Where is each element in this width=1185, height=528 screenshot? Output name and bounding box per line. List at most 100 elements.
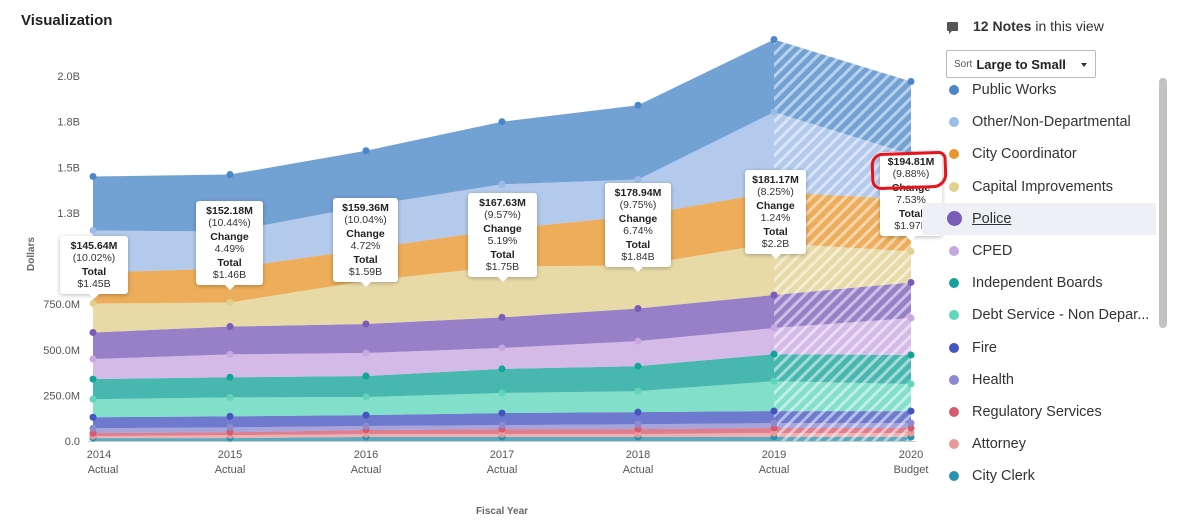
data-point[interactable] <box>770 350 778 358</box>
data-point[interactable] <box>634 175 642 183</box>
legend-item[interactable]: Regulatory Services <box>922 396 1156 428</box>
data-point[interactable] <box>226 373 234 381</box>
data-point[interactable] <box>362 393 370 401</box>
legend-item[interactable]: Independent Boards <box>922 267 1156 299</box>
data-point[interactable] <box>362 349 370 357</box>
data-point[interactable] <box>907 314 915 322</box>
budget-hatch <box>774 354 911 385</box>
data-point[interactable] <box>89 413 97 421</box>
area-public-works[interactable] <box>93 39 911 232</box>
data-point[interactable] <box>498 430 506 438</box>
data-point[interactable] <box>770 324 778 332</box>
data-point[interactable] <box>770 429 778 437</box>
data-point[interactable] <box>907 278 915 286</box>
data-point[interactable] <box>634 425 642 433</box>
legend-item[interactable]: Debt Service - Non Depar... <box>922 299 1156 331</box>
sort-dropdown[interactable]: Sort Large to Small <box>946 50 1096 78</box>
x-tick-year: 2019 <box>762 449 786 461</box>
data-point[interactable] <box>89 328 97 336</box>
data-point[interactable] <box>634 337 642 345</box>
data-point[interactable] <box>89 172 97 180</box>
data-point[interactable] <box>89 299 97 307</box>
area-fire[interactable] <box>93 411 911 429</box>
y-tick-label: 1.3B <box>57 208 80 220</box>
data-point[interactable] <box>226 350 234 358</box>
legend-item[interactable]: City Clerk <box>922 460 1156 492</box>
data-point[interactable] <box>362 372 370 380</box>
data-point[interactable] <box>362 147 370 155</box>
data-point[interactable] <box>907 78 915 86</box>
data-point[interactable] <box>770 35 778 43</box>
data-point[interactable] <box>770 377 778 385</box>
notes-summary[interactable]: 12 Notes in this view <box>947 18 1104 34</box>
data-point[interactable] <box>498 389 506 397</box>
tooltip-change: 6.74% <box>623 225 653 237</box>
legend-item[interactable]: Attorney <box>922 428 1156 460</box>
data-point[interactable] <box>634 430 642 438</box>
data-point[interactable] <box>498 118 506 126</box>
legend-item[interactable]: Capital Improvements <box>922 171 1156 203</box>
legend-item[interactable]: Other/Non-Departmental <box>922 106 1156 138</box>
data-point[interactable] <box>907 380 915 388</box>
legend-item[interactable]: Fire <box>922 332 1156 364</box>
legend-item[interactable]: City Coordinator <box>922 138 1156 170</box>
data-point[interactable] <box>89 375 97 383</box>
legend-scrollbar[interactable] <box>1157 75 1169 485</box>
data-point[interactable] <box>907 247 915 255</box>
data-point[interactable] <box>907 351 915 359</box>
data-point[interactable] <box>634 387 642 395</box>
data-point[interactable] <box>226 171 234 179</box>
data-point[interactable] <box>498 365 506 373</box>
data-point[interactable] <box>362 411 370 419</box>
legend-item[interactable]: Health <box>922 364 1156 396</box>
data-point[interactable] <box>634 101 642 109</box>
data-point[interactable] <box>498 421 506 429</box>
data-point[interactable] <box>498 409 506 417</box>
legend-dot-icon <box>949 374 959 385</box>
data-point[interactable] <box>770 407 778 415</box>
legend-label: Fire <box>972 339 997 356</box>
data-point[interactable] <box>634 362 642 370</box>
police-tooltip: $145.64M (10.02%) Total $1.45B <box>60 236 128 299</box>
data-point[interactable] <box>498 180 506 188</box>
legend-item[interactable]: CPED <box>922 235 1156 267</box>
data-point[interactable] <box>226 423 234 431</box>
area-independent-boards[interactable] <box>93 354 911 400</box>
data-point[interactable] <box>89 424 97 432</box>
data-point[interactable] <box>89 395 97 403</box>
legend-item[interactable]: Public Works <box>922 74 1156 106</box>
data-point[interactable] <box>770 108 778 116</box>
data-point[interactable] <box>89 429 97 437</box>
data-point[interactable] <box>89 226 97 234</box>
data-point[interactable] <box>907 419 915 427</box>
data-point[interactable] <box>498 344 506 352</box>
y-tick-label: 500.0M <box>43 345 80 357</box>
data-point[interactable] <box>907 407 915 415</box>
data-point[interactable] <box>770 291 778 299</box>
data-point[interactable] <box>226 412 234 420</box>
data-point[interactable] <box>907 424 915 432</box>
data-point[interactable] <box>226 298 234 306</box>
area-capital-improvements[interactable] <box>93 242 911 333</box>
police-tooltip: $152.18M (10.44%) Change 4.49% Total $1.46B <box>196 201 263 290</box>
area-other-non-departmental[interactable] <box>93 112 911 273</box>
data-point[interactable] <box>770 419 778 427</box>
data-point[interactable] <box>907 429 915 437</box>
data-point[interactable] <box>89 355 97 363</box>
tooltip-total-label: Total <box>763 226 788 238</box>
data-point[interactable] <box>634 305 642 313</box>
data-point[interactable] <box>226 323 234 331</box>
data-point[interactable] <box>770 424 778 432</box>
area-debt-service-non-depar-[interactable] <box>93 381 911 418</box>
legend-item[interactable]: Police <box>922 202 1156 235</box>
x-tick-year: 2017 <box>490 449 514 461</box>
data-point[interactable] <box>634 408 642 416</box>
data-point[interactable] <box>362 320 370 328</box>
data-point[interactable] <box>362 422 370 430</box>
data-point[interactable] <box>226 393 234 401</box>
data-point[interactable] <box>498 313 506 321</box>
scrollbar-thumb[interactable] <box>1159 78 1167 328</box>
data-point[interactable] <box>634 420 642 428</box>
data-point[interactable] <box>226 428 234 436</box>
legend-label: Capital Improvements <box>972 178 1114 195</box>
